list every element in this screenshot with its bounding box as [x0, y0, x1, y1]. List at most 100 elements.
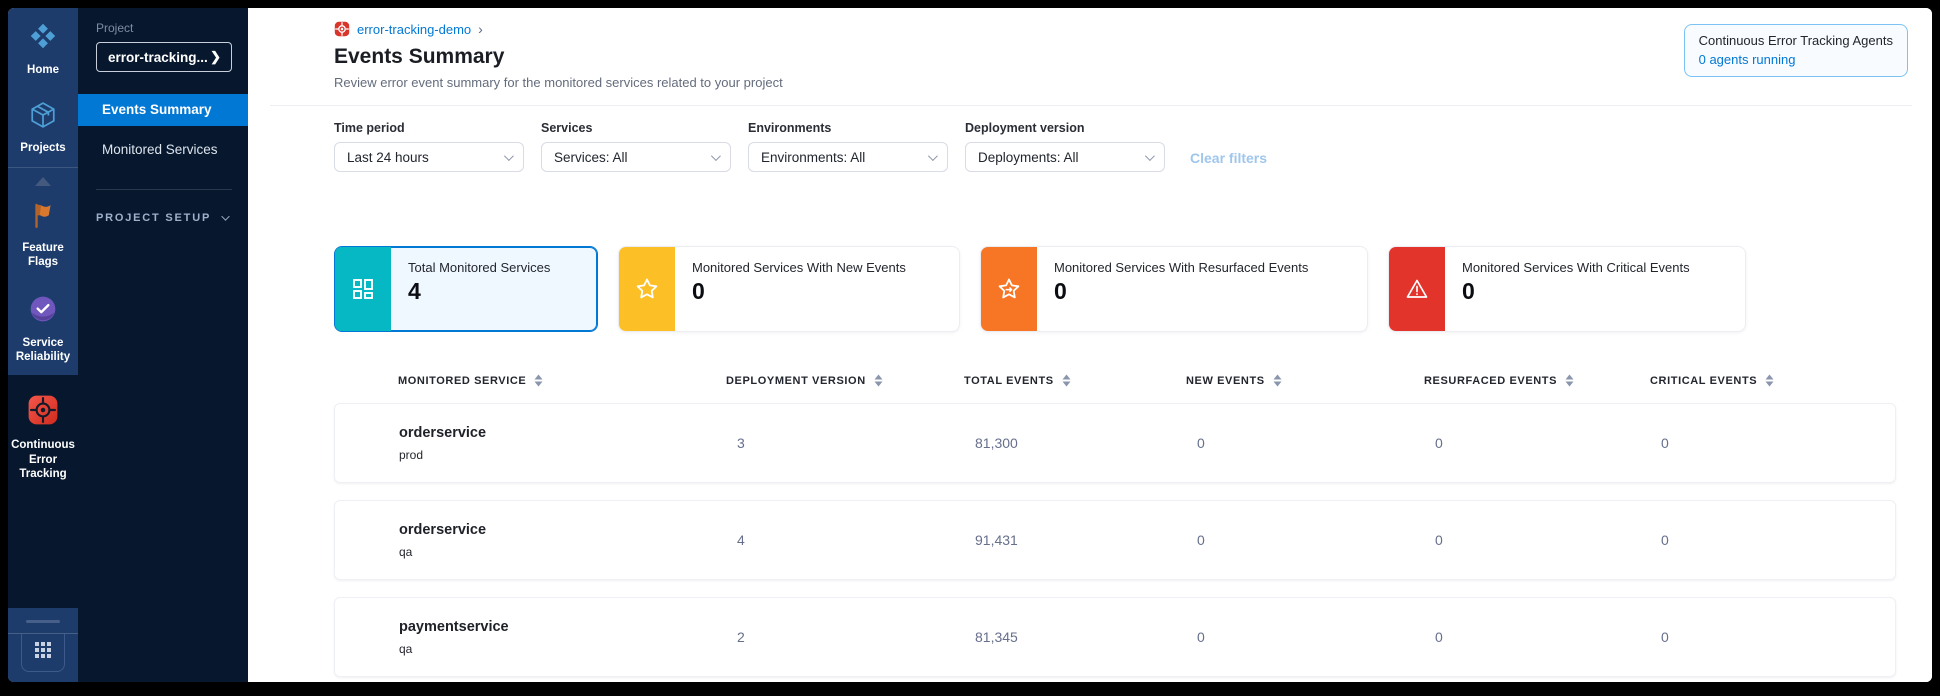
rail-item-service-reliability[interactable]: Service Reliability: [8, 281, 78, 376]
app-window: Home Projects Feature Flags Service Reli…: [8, 8, 1932, 682]
project-setup-toggle[interactable]: PROJECT SETUP: [96, 212, 232, 224]
continuous-error-tracking-icon: [27, 394, 59, 431]
project-setup-label: PROJECT SETUP: [96, 212, 212, 224]
card-value: 0: [692, 278, 705, 304]
rail-resize-handle[interactable]: [26, 620, 60, 623]
table-row[interactable]: orderservice prod 3 81,300 0 0 0: [334, 403, 1896, 483]
deployment-version-value: 2: [737, 629, 745, 645]
filter-label: Environments: [748, 121, 832, 135]
card-total-monitored-services[interactable]: Total Monitored Services 4: [334, 246, 598, 332]
card-value: 0: [1054, 278, 1067, 304]
column-total-events[interactable]: Total Events: [964, 364, 1186, 403]
panel-divider: [96, 189, 232, 190]
sort-icon: [534, 374, 543, 387]
card-label: Monitored Services With New Events: [692, 260, 906, 275]
module-rail: Home Projects Feature Flags Service Reli…: [8, 8, 78, 682]
rail-apps-row: [8, 633, 78, 672]
card-label: Total Monitored Services: [408, 260, 551, 275]
stat-cards: Total Monitored Services 4 Monitored Ser…: [334, 246, 1906, 332]
card-new-events[interactable]: Monitored Services With New Events 0: [618, 246, 960, 332]
events-summary-table: Monitored Service Deployment Version Tot…: [334, 364, 1896, 677]
panel-item-events-summary[interactable]: Events Summary: [78, 94, 248, 126]
service-name: orderservice: [399, 521, 487, 538]
service-environment: qa: [399, 641, 413, 656]
filters-bar: Time period Last 24 hours Services Servi…: [334, 121, 1906, 172]
table-row[interactable]: orderservice qa 4 91,431 0 0 0: [334, 500, 1896, 580]
column-resurfaced-events[interactable]: Resurfaced Events: [1424, 364, 1650, 403]
filter-label: Time period: [334, 121, 405, 135]
card-label: Monitored Services With Critical Events: [1462, 260, 1690, 275]
star-icon: [619, 247, 675, 331]
filter-label: Services: [541, 121, 593, 135]
header-divider: [270, 105, 1912, 106]
services-select[interactable]: Services: All: [541, 142, 731, 172]
total-events-value: 81,345: [975, 629, 1018, 645]
environments-select[interactable]: Environments: All: [748, 142, 948, 172]
agents-box-title: Continuous Error Tracking Agents: [1698, 33, 1893, 48]
select-value: Deployments: All: [978, 149, 1079, 165]
panel-item-monitored-services[interactable]: Monitored Services: [102, 142, 218, 157]
rail-item-label: Feature Flags: [22, 241, 64, 269]
page-header: error-tracking-demo › Events Summary Rev…: [248, 8, 1932, 90]
sort-icon: [1273, 374, 1282, 387]
breadcrumb-chevron-icon: ›: [478, 21, 483, 37]
table-header-row: Monitored Service Deployment Version Tot…: [334, 364, 1896, 403]
filter-deployment-version: Deployment version Deployments: All: [965, 121, 1165, 172]
card-label: Monitored Services With Resurfaced Event…: [1054, 260, 1309, 275]
card-resurfaced-events[interactable]: Monitored Services With Resurfaced Event…: [980, 246, 1368, 332]
chevron-down-icon: [503, 150, 514, 161]
chevron-up-icon: [35, 176, 51, 186]
select-value: Services: All: [554, 149, 628, 165]
project-selector[interactable]: error-tracking... ❯: [96, 42, 232, 72]
card-value: 0: [1462, 278, 1475, 304]
column-critical-events[interactable]: Critical Events: [1650, 364, 1896, 403]
chevron-right-icon: ❯: [210, 49, 221, 64]
project-panel: Project error-tracking... ❯ Events Summa…: [78, 8, 248, 682]
page-subtitle: Review error event summary for the monit…: [334, 75, 783, 90]
rail-item-continuous-error-tracking[interactable]: Continuous Error Tracking: [8, 381, 78, 492]
table-row[interactable]: paymentservice qa 2 81,345 0 0 0: [334, 597, 1896, 677]
projects-cube-icon: [29, 101, 57, 134]
critical-events-value: 0: [1661, 532, 1669, 548]
dashboard-grid-icon: [335, 247, 391, 331]
filter-time-period: Time period Last 24 hours: [334, 121, 524, 172]
service-name: paymentservice: [399, 618, 509, 635]
clear-filters-button[interactable]: Clear filters: [1190, 150, 1268, 166]
home-icon: [28, 21, 58, 56]
main-content: error-tracking-demo › Events Summary Rev…: [248, 8, 1932, 682]
rail-item-label: Continuous Error Tracking: [11, 439, 75, 480]
card-value: 4: [408, 278, 421, 304]
apps-grid-button[interactable]: [21, 634, 65, 672]
filter-environments: Environments Environments: All: [748, 121, 948, 172]
rail-item-feature-flags[interactable]: Feature Flags: [8, 188, 78, 281]
sort-icon: [1765, 374, 1774, 387]
time-period-select[interactable]: Last 24 hours: [334, 142, 524, 172]
rail-item-home[interactable]: Home: [8, 8, 78, 88]
breadcrumb-project-link[interactable]: error-tracking-demo: [357, 21, 472, 37]
column-deployment-version[interactable]: Deployment Version: [726, 364, 964, 403]
resurfaced-events-value: 0: [1435, 532, 1443, 548]
deployments-select[interactable]: Deployments: All: [965, 142, 1165, 172]
breadcrumb: error-tracking-demo ›: [334, 21, 783, 37]
agents-status-box[interactable]: Continuous Error Tracking Agents 0 agent…: [1683, 24, 1908, 77]
sort-icon: [874, 374, 883, 387]
active-module-section: Continuous Error Tracking: [8, 375, 78, 608]
card-critical-events[interactable]: Monitored Services With Critical Events …: [1388, 246, 1746, 332]
deployment-version-value: 3: [737, 435, 745, 451]
total-events-value: 91,431: [975, 532, 1018, 548]
new-events-value: 0: [1197, 435, 1205, 451]
service-reliability-icon: [28, 294, 58, 329]
rail-item-projects[interactable]: Projects: [8, 88, 78, 166]
rail-item-label: Service Reliability: [15, 336, 71, 363]
new-events-value: 0: [1197, 629, 1205, 645]
warning-triangle-icon: [1389, 247, 1445, 331]
sort-icon: [1565, 374, 1574, 387]
column-new-events[interactable]: New Events: [1186, 364, 1424, 403]
column-monitored-service[interactable]: Monitored Service: [334, 364, 726, 403]
agents-running-link[interactable]: 0 agents running: [1698, 52, 1796, 67]
rail-collapse[interactable]: [8, 166, 78, 188]
critical-events-value: 0: [1661, 629, 1669, 645]
rail-item-label: Home: [27, 64, 59, 76]
filter-services: Services Services: All: [541, 121, 731, 172]
service-environment: qa: [399, 544, 413, 559]
